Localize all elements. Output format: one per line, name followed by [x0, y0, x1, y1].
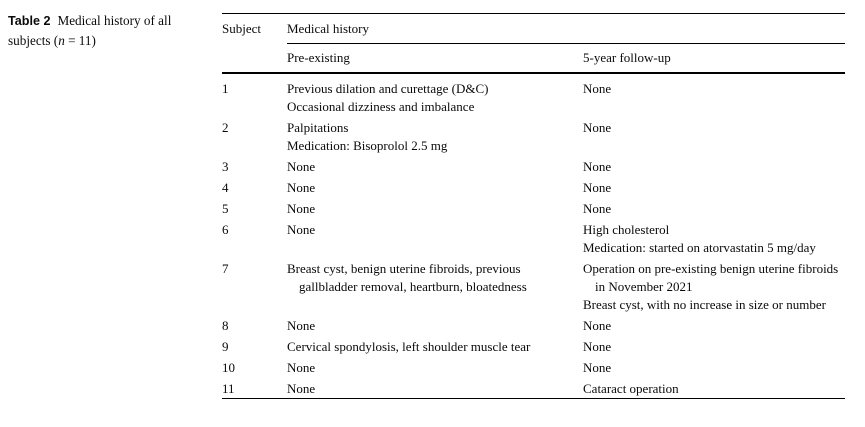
caption-n-symbol: n [58, 33, 65, 48]
follow-up-cell: None [583, 338, 845, 356]
pre-existing-cell: None [287, 200, 583, 218]
pre-existing-cell: None [287, 380, 583, 398]
history-entry: Palpitations [287, 120, 349, 135]
subject-cell: 9 [222, 339, 229, 354]
follow-up-cell: None [583, 119, 845, 155]
history-entry: None [583, 81, 612, 96]
history-entry: None [287, 222, 316, 237]
history-entry: None [583, 159, 612, 174]
pre-existing-cell: Palpitations Medication: Bisoprolol 2.5 … [287, 119, 583, 155]
pre-existing-cell: Previous dilation and curettage (D&C) Oc… [287, 80, 583, 116]
history-entry: Occasional dizziness and imbalance [287, 99, 475, 114]
table-row: 6 None High cholesterol Medication: star… [222, 218, 845, 257]
subject-cell: 3 [222, 159, 229, 174]
pre-existing-cell: None [287, 179, 583, 197]
table-top-rule [222, 13, 845, 14]
table-body: 1 Previous dilation and curettage (D&C) … [222, 74, 845, 398]
history-entry: None [583, 360, 612, 375]
history-entry: None [583, 339, 612, 354]
table-row: 10 None None [222, 356, 845, 377]
history-entry: Operation on pre-existing benign uterine… [583, 261, 839, 294]
table-caption: Table 2 Medical history of all subjects (… [8, 11, 214, 50]
history-entry: None [287, 381, 316, 396]
pre-existing-cell: None [287, 158, 583, 176]
follow-up-cell: Operation on pre-existing benign uterine… [583, 260, 845, 314]
history-entry: Previous dilation and curettage (D&C) [287, 81, 489, 96]
medical-history-table: Subject Medical history Pre-existing 5-y… [222, 13, 845, 399]
history-entry: Medication: Bisoprolol 2.5 mg [287, 138, 448, 153]
history-entry: None [287, 318, 316, 333]
caption-text-pre: Medical history of all subjects ( [8, 13, 172, 48]
subject-cell: 8 [222, 318, 229, 333]
table-row: 1 Previous dilation and curettage (D&C) … [222, 77, 845, 116]
column-header-subject: Subject [222, 21, 261, 36]
subject-cell: 11 [222, 381, 235, 396]
pre-existing-cell: Cervical spondylosis, left shoulder musc… [287, 338, 583, 356]
history-entry: None [583, 180, 612, 195]
follow-up-cell: High cholesterol Medication: started on … [583, 221, 845, 257]
subject-cell: 10 [222, 360, 235, 375]
follow-up-cell: None [583, 200, 845, 218]
table-row: 5 None None [222, 197, 845, 218]
subject-cell: 4 [222, 180, 229, 195]
follow-up-cell: Cataract operation [583, 380, 845, 398]
table-row: 2 Palpitations Medication: Bisoprolol 2.… [222, 116, 845, 155]
follow-up-cell: None [583, 179, 845, 197]
subject-cell: 2 [222, 120, 229, 135]
history-entry: Breast cyst, with no increase in size or… [583, 297, 826, 312]
history-entry: Cervical spondylosis, left shoulder musc… [287, 339, 531, 354]
follow-up-cell: None [583, 80, 845, 116]
table-row: 11 None Cataract operation [222, 377, 845, 398]
follow-up-cell: None [583, 158, 845, 176]
column-header-pre-existing: Pre-existing [287, 50, 350, 65]
history-entry: None [583, 201, 612, 216]
history-entry: None [287, 180, 316, 195]
table-row: 9 Cervical spondylosis, left shoulder mu… [222, 335, 845, 356]
history-entry: Cataract operation [583, 381, 679, 396]
caption-text: Medical history of all subjects (n = 11) [8, 13, 171, 48]
pre-existing-cell: None [287, 221, 583, 257]
column-header-medical-history: Medical history [287, 14, 845, 44]
history-entry: Medication: started on atorvastatin 5 mg… [583, 240, 816, 255]
subject-cell: 7 [222, 261, 229, 276]
table-subheader-row: Pre-existing 5-year follow-up [222, 44, 845, 72]
table-row: 8 None None [222, 314, 845, 335]
pre-existing-cell: None [287, 317, 583, 335]
table-header-group-row: Subject Medical history [222, 14, 845, 44]
subject-cell: 1 [222, 81, 229, 96]
table-row: 4 None None [222, 176, 845, 197]
subject-cell: 6 [222, 222, 229, 237]
caption-text-post: = 11) [64, 33, 96, 48]
history-entry: Breast cyst, benign uterine fibroids, pr… [287, 261, 527, 294]
subject-cell: 5 [222, 201, 229, 216]
history-entry: None [287, 159, 316, 174]
table-row: 7 Breast cyst, benign uterine fibroids, … [222, 257, 845, 314]
pre-existing-cell: Breast cyst, benign uterine fibroids, pr… [287, 260, 583, 314]
history-entry: None [583, 318, 612, 333]
follow-up-cell: None [583, 317, 845, 335]
history-entry: None [583, 120, 612, 135]
history-entry: None [287, 360, 316, 375]
table-bottom-rule [222, 398, 845, 399]
subheader-spacer [222, 49, 287, 67]
history-entry: None [287, 201, 316, 216]
column-header-follow-up: 5-year follow-up [583, 50, 671, 65]
history-entry: High cholesterol [583, 222, 670, 237]
follow-up-cell: None [583, 359, 845, 377]
table-row: 3 None None [222, 155, 845, 176]
table-header-rule [222, 72, 845, 74]
pre-existing-cell: None [287, 359, 583, 377]
caption-label: Table 2 [8, 14, 51, 28]
